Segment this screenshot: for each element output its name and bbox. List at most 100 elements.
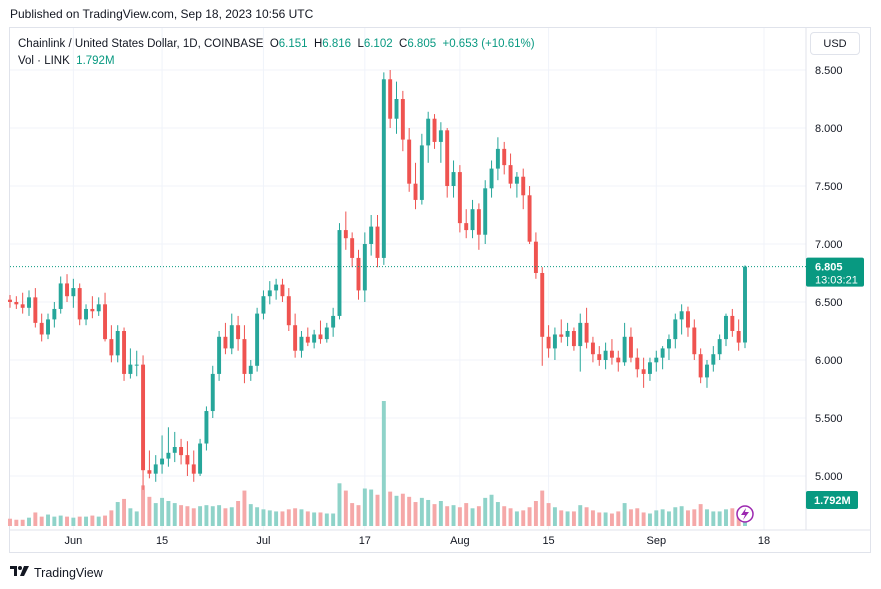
candle-body (210, 373, 215, 412)
candle-body (381, 79, 386, 258)
volume-bar (84, 516, 88, 526)
volume-bar (457, 507, 462, 526)
candle-body (527, 195, 532, 242)
candle-body (217, 336, 222, 374)
close-value: 6.805 (407, 38, 437, 50)
volume-bar (540, 490, 545, 526)
volume-bar (115, 502, 120, 526)
volume-bar (46, 514, 50, 526)
volume-bar (597, 512, 602, 526)
candle-body (185, 455, 190, 465)
volume-bar (261, 509, 266, 526)
price-badge (806, 257, 864, 287)
candle-body (223, 336, 228, 349)
candle-body (128, 364, 133, 374)
candle-body (103, 304, 108, 340)
volume-bar (476, 506, 481, 526)
published-label: Published on TradingView.com, Sep 18, 20… (10, 7, 314, 21)
volume-bar (686, 510, 690, 526)
volume-bar (312, 512, 317, 526)
y-tick-label: 5.500 (815, 413, 843, 425)
candle-body (52, 308, 57, 320)
candle-body (255, 313, 260, 366)
candle-body (698, 354, 703, 378)
candle-body (153, 464, 158, 474)
candle-body (495, 148, 500, 169)
volume-bar (248, 504, 253, 526)
low-value: 6.102 (363, 38, 393, 50)
volume-bar (590, 510, 595, 526)
candle-body (508, 165, 513, 184)
candle-body (84, 308, 88, 320)
chart-legend: Chainlink / United States Dollar, 1D, CO… (18, 36, 535, 70)
volume-bar (413, 502, 418, 526)
candle-body (635, 357, 640, 370)
volume-bar (667, 511, 671, 526)
candle-body (514, 176, 519, 184)
volume-bar (502, 506, 507, 526)
volume-bar (533, 501, 538, 526)
volume-bar (375, 494, 380, 526)
volume-bar (464, 503, 469, 526)
candle-body (394, 99, 399, 119)
candle-body (667, 339, 671, 349)
candle-body (65, 283, 69, 297)
candle-body (476, 209, 481, 235)
volume-bar (141, 485, 146, 526)
volume-bar (438, 501, 443, 526)
candle-body (590, 342, 595, 355)
symbol-label[interactable]: Chainlink / United States Dollar, 1D, CO… (18, 38, 264, 50)
volume-bar (660, 509, 665, 526)
x-tick-label: 15 (156, 535, 168, 547)
candle-body (426, 118, 431, 146)
candle-body (261, 296, 266, 314)
candle-body (369, 226, 374, 244)
volume-bar (299, 509, 304, 526)
high-label: H (313, 38, 323, 50)
candle-body (419, 145, 424, 200)
volume-bar (128, 508, 133, 526)
volume-bar (179, 505, 184, 526)
y-tick-label: 8.000 (815, 123, 843, 135)
candle-body (628, 336, 633, 358)
candle-body (318, 334, 323, 340)
volume-bar (647, 513, 652, 526)
volume-bar (223, 508, 228, 526)
candle-body (198, 443, 203, 474)
candle-body (616, 357, 621, 363)
volume-bar (14, 519, 19, 526)
candle-body (166, 452, 171, 459)
candle-body (451, 172, 456, 186)
candle-body (552, 334, 557, 349)
volume-bar (514, 511, 519, 526)
candle-body (597, 354, 602, 360)
volume-bar (96, 516, 101, 526)
footer-brand[interactable]: TradingView (10, 565, 103, 580)
volume-bar (286, 509, 291, 526)
volume-bar (77, 516, 82, 526)
x-tick-label: 15 (542, 535, 554, 547)
volume-bar (58, 515, 63, 526)
volume-bar (109, 510, 114, 526)
volume-bar (483, 497, 488, 526)
volume-bar (242, 490, 247, 526)
candle-body (248, 365, 253, 374)
currency-button[interactable]: USD (810, 32, 860, 55)
volume-bar (622, 503, 627, 526)
volume-bar (698, 504, 703, 526)
candle-body (179, 447, 184, 456)
volume-bar (122, 498, 127, 526)
volume-bar (33, 512, 38, 526)
volume-bar (267, 510, 272, 526)
candle-body (654, 357, 659, 363)
candle-body (337, 230, 342, 316)
candle-body (362, 244, 367, 291)
volume-bar (166, 501, 171, 526)
candle-body (413, 183, 418, 200)
volume-bar (724, 509, 728, 526)
candle-body (46, 319, 50, 335)
candle-body (533, 241, 538, 273)
candle-body (724, 315, 728, 340)
volume-bar (400, 493, 405, 526)
